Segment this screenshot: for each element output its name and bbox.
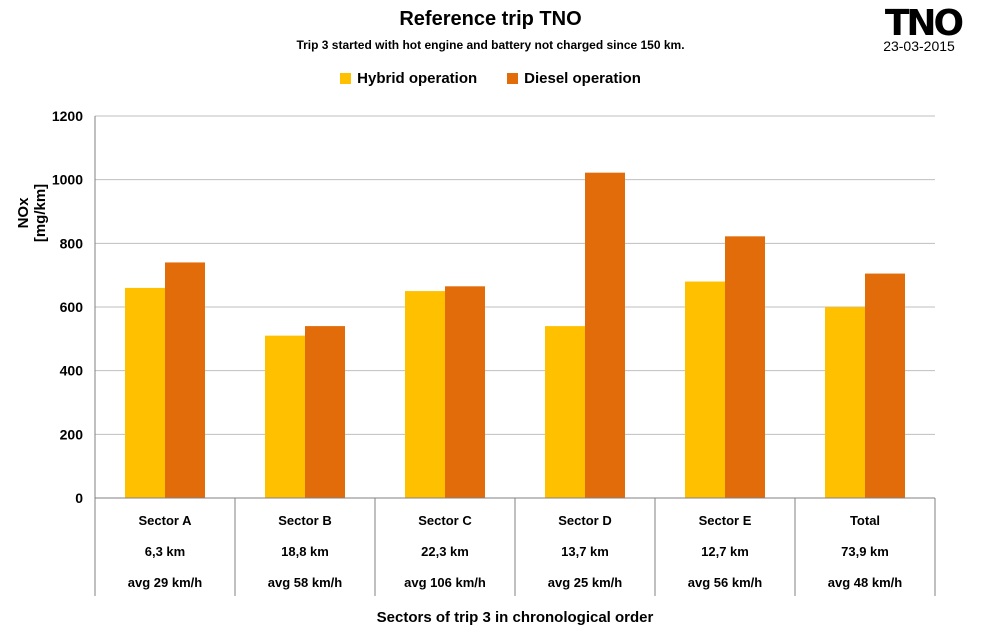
x-tick-distance: 18,8 km <box>281 544 329 559</box>
legend-item-hybrid: Hybrid operation <box>340 70 477 87</box>
x-tick-speed: avg 56 km/h <box>688 575 762 590</box>
y-tick-label: 1200 <box>52 108 83 124</box>
bar-diesel <box>305 326 345 498</box>
bar-diesel <box>725 236 765 498</box>
x-tick-distance: 13,7 km <box>561 544 609 559</box>
legend-swatch-diesel <box>507 73 519 84</box>
legend: Hybrid operation Diesel operation <box>0 70 981 87</box>
chart-subtitle: Trip 3 started with hot engine and batte… <box>296 38 685 52</box>
tno-logo: TNO <box>885 6 966 38</box>
x-tick-distance: 6,3 km <box>145 544 185 559</box>
y-tick-label: 600 <box>60 299 84 315</box>
bar-hybrid <box>545 326 585 498</box>
x-tick-label: Sector B <box>278 513 331 528</box>
bar-diesel <box>865 273 905 498</box>
tno-logo-text: TNO <box>885 6 963 38</box>
bar-diesel <box>445 286 485 498</box>
y-tick-label: 400 <box>60 363 84 379</box>
bar-hybrid <box>825 307 865 498</box>
chart-date: 23-03-2015 <box>883 38 955 54</box>
x-tick-label: Sector A <box>139 513 193 528</box>
bar-diesel <box>585 172 625 498</box>
y-tick-label: 800 <box>60 235 84 251</box>
x-tick-speed: avg 25 km/h <box>548 575 622 590</box>
bar-hybrid <box>685 281 725 498</box>
x-tick-speed: avg 29 km/h <box>128 575 202 590</box>
legend-label-diesel: Diesel operation <box>524 70 641 87</box>
bar-hybrid <box>125 287 165 498</box>
x-tick-distance: 12,7 km <box>701 544 749 559</box>
chart-title: Reference trip TNO <box>399 8 582 30</box>
x-tick-speed: avg 58 km/h <box>268 575 342 590</box>
y-tick-label: 0 <box>75 490 83 506</box>
legend-swatch-hybrid <box>340 73 352 84</box>
bar-diesel <box>165 262 205 498</box>
x-tick-label: Total <box>850 513 880 528</box>
x-tick-label: Sector E <box>699 513 752 528</box>
x-tick-distance: 73,9 km <box>841 544 889 559</box>
bar-hybrid <box>265 335 305 498</box>
y-tick-label: 200 <box>60 426 84 442</box>
legend-label-hybrid: Hybrid operation <box>357 70 478 87</box>
x-tick-label: Sector D <box>558 513 611 528</box>
bar-hybrid <box>405 291 445 498</box>
x-tick-distance: 22,3 km <box>421 544 469 559</box>
x-tick-speed: avg 48 km/h <box>828 575 902 590</box>
x-tick-label: Sector C <box>418 513 472 528</box>
x-tick-speed: avg 106 km/h <box>404 575 486 590</box>
x-axis-label: Sectors of trip 3 in chronological order <box>376 609 654 626</box>
y-tick-label: 1000 <box>52 172 83 188</box>
legend-item-diesel: Diesel operation <box>507 70 641 87</box>
